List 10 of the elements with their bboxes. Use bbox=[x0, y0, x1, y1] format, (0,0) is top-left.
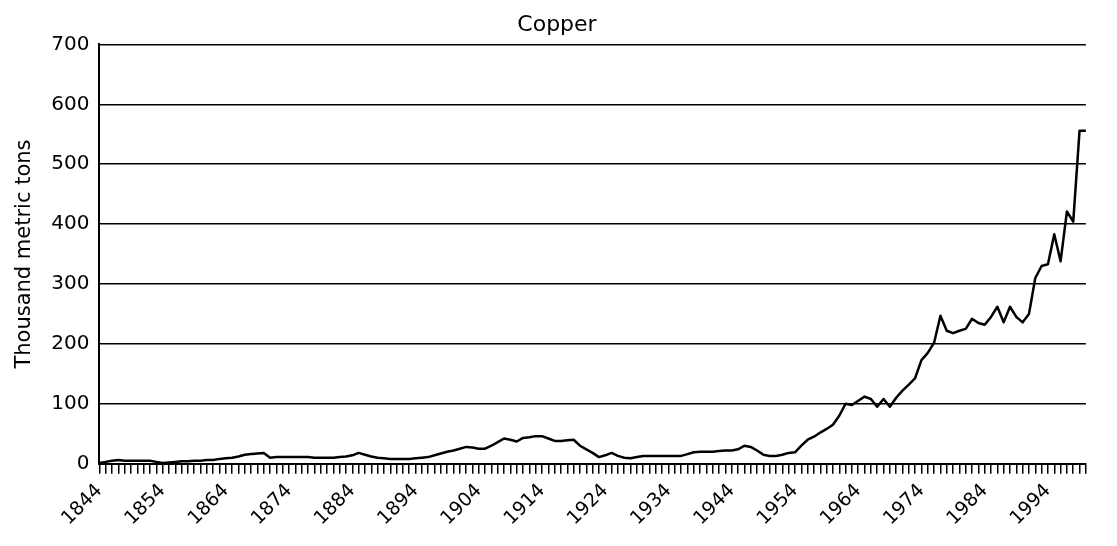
y-axis-title: Thousand metric tons bbox=[11, 139, 36, 370]
y-tick-label: 600 bbox=[51, 90, 90, 115]
y-tick-label: 300 bbox=[51, 270, 90, 295]
chart-title: Copper bbox=[517, 10, 598, 36]
y-tick-label: 700 bbox=[51, 30, 90, 55]
y-tick-label: 400 bbox=[51, 210, 90, 235]
y-tick-label: 0 bbox=[76, 449, 90, 474]
y-tick-label: 500 bbox=[51, 150, 90, 175]
y-tick-label: 200 bbox=[51, 330, 90, 355]
y-tick-label: 100 bbox=[51, 389, 90, 414]
